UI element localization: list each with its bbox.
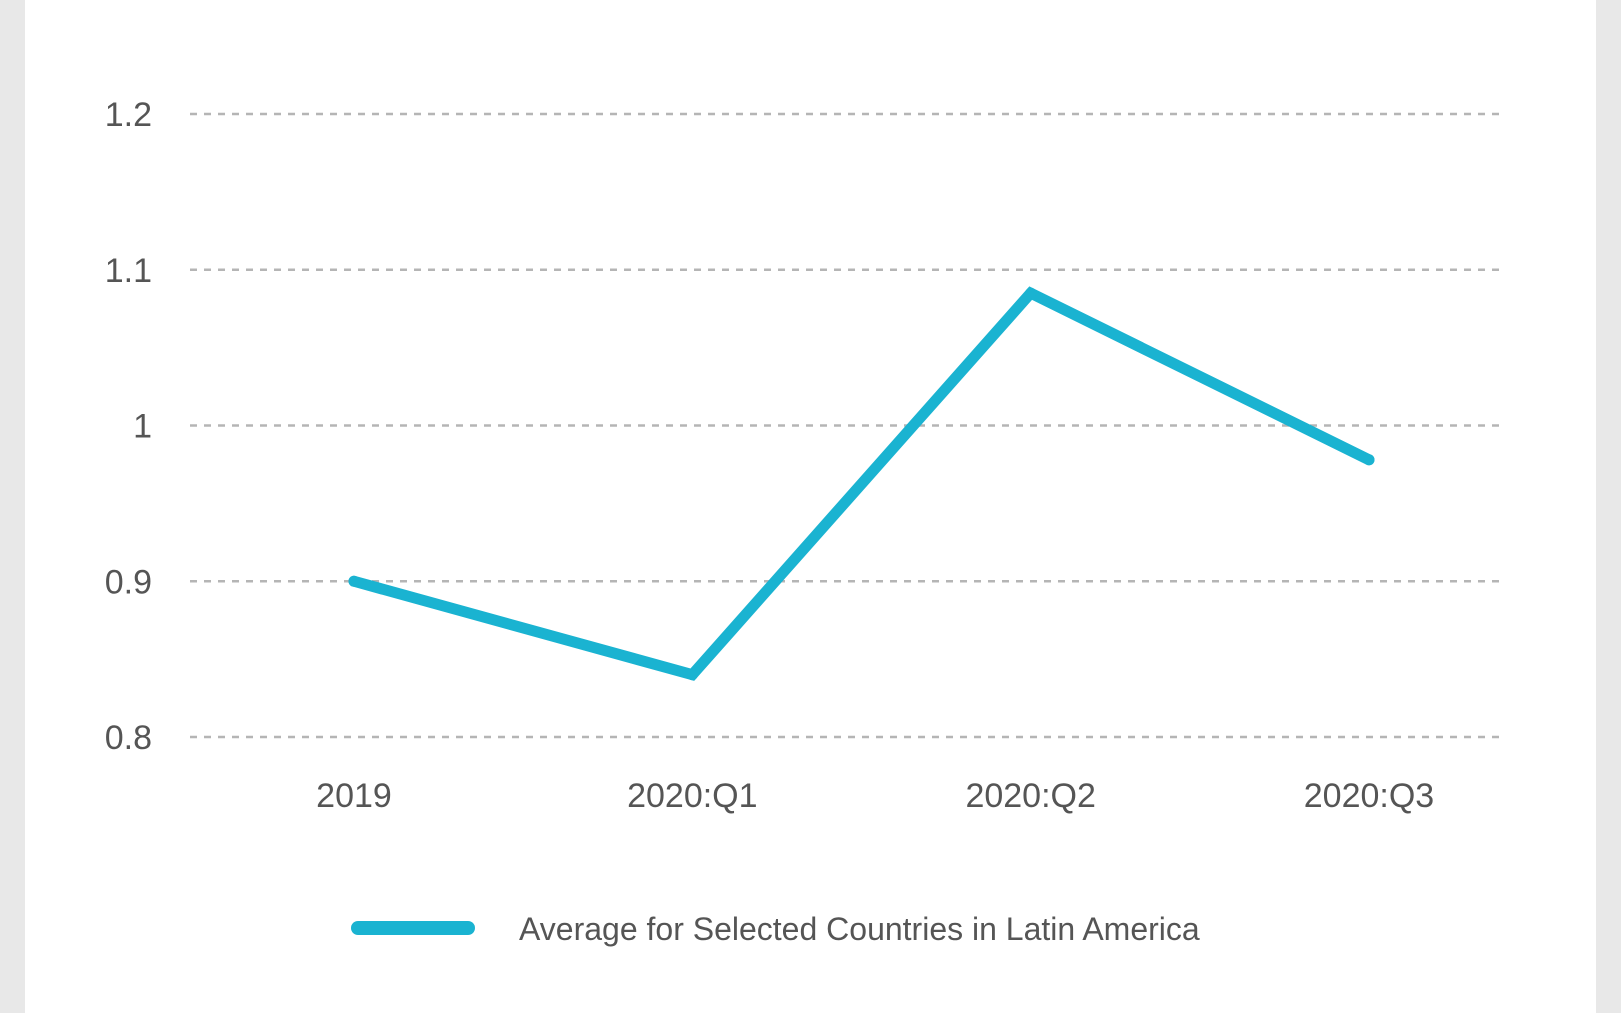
x-tick-label: 2020:Q3: [1304, 777, 1434, 815]
data-point: [1025, 287, 1037, 299]
x-tick-label: 2019: [316, 777, 392, 815]
x-tick-label: 2020:Q1: [627, 777, 757, 815]
series-lines: [348, 286, 1375, 681]
line-chart: 0.80.911.11.2 2019 2020:Q1 2020:Q2 2020:Q3 …: [105, 96, 1503, 947]
legend: Average for Selected Countries in Latin …: [351, 911, 1200, 947]
y-tick-label: 0.8: [105, 719, 152, 757]
y-tick-label: 1.1: [105, 252, 152, 290]
x-axis-tick-labels: 2019 2020:Q1 2020:Q2 2020:Q3: [316, 777, 1434, 815]
x-tick-label: 2020:Q2: [965, 777, 1095, 815]
gridlines: [190, 112, 1503, 739]
data-point: [1363, 454, 1375, 466]
chart-panel: 0.8 0.9 1 1.1 1.2 2019 2020:Q1 2020:Q2 2020:Q3 …: [25, 0, 1596, 1013]
series-line-0: [348, 286, 1375, 681]
y-tick-label: 0.9: [105, 563, 152, 601]
data-point: [686, 669, 698, 681]
y-axis-tick-labels: 0.8 0.9 1 1.1 1.2: [105, 96, 152, 757]
data-point: [348, 575, 360, 587]
legend-label: Average for Selected Countries in Latin …: [519, 911, 1200, 947]
y-tick-label: 1: [133, 408, 152, 446]
y-tick-label: 1.2: [105, 96, 152, 134]
